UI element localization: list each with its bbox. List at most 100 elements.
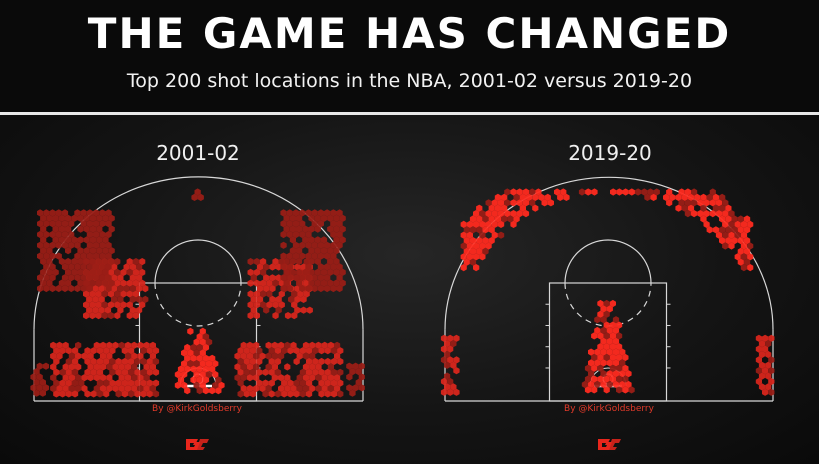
hexbin-shot-marker xyxy=(584,364,592,372)
hexbin-shot-marker xyxy=(101,301,108,309)
hexbin-shot-marker xyxy=(491,231,498,239)
header-banner: THE GAME HAS CHANGED Top 200 shot locati… xyxy=(0,0,819,112)
hexbin-shot-marker xyxy=(240,384,247,393)
hexbin-shot-marker xyxy=(336,263,343,271)
hexbin-shot-marker xyxy=(108,247,115,255)
hexbin-shot-marker xyxy=(330,241,337,249)
hexbin-shot-marker xyxy=(305,263,312,271)
hexbin-shot-marker xyxy=(314,247,321,255)
hexbin-shot-marker xyxy=(440,334,448,342)
hexbin-shot-marker xyxy=(184,343,191,352)
hexbin-shot-marker xyxy=(591,375,598,383)
hexbin-shot-marker xyxy=(103,390,110,398)
hexbin-shot-marker xyxy=(49,241,56,249)
hexbin-shot-marker xyxy=(306,306,313,314)
hexbin-shot-marker xyxy=(317,209,324,217)
hexbin-shot-marker xyxy=(709,188,716,196)
hexbin-shot-marker xyxy=(526,193,533,201)
hexbin-shot-marker xyxy=(190,376,197,384)
hexbin-shot-marker xyxy=(597,343,604,351)
hexbin-shot-marker xyxy=(666,188,673,196)
hexbin-shot-marker xyxy=(336,241,343,249)
hexbin-shot-marker xyxy=(606,359,613,367)
hexbin-shot-marker xyxy=(87,363,94,371)
hexbin-shot-marker xyxy=(234,363,241,371)
hexbin-shot-marker xyxy=(212,360,219,368)
hexbin-shot-marker xyxy=(126,301,133,309)
hexbin-shot-marker xyxy=(488,226,495,234)
hexbin-shot-marker xyxy=(306,379,313,387)
hexbin-shot-marker xyxy=(308,268,315,276)
hexbin-shot-marker xyxy=(89,247,97,255)
hexbin-shot-marker xyxy=(117,306,124,314)
hexbin-shot-marker xyxy=(43,274,50,282)
hexbin-shot-marker xyxy=(96,247,103,255)
hexbin-shot-marker xyxy=(494,193,502,201)
hexbin-shot-marker xyxy=(249,390,257,398)
hexbin-shot-marker xyxy=(336,220,343,228)
hexbin-shot-marker xyxy=(49,284,56,293)
hexbin-shot-marker xyxy=(283,257,290,266)
hexbin-shot-marker xyxy=(314,257,321,266)
hexbin-shot-marker xyxy=(476,204,483,212)
hexbin-shot-marker xyxy=(58,225,65,233)
hexbin-shot-marker xyxy=(287,390,294,398)
hexbin-shot-marker xyxy=(118,374,125,382)
hexbin-shot-marker xyxy=(600,326,607,335)
hexbin-shot-marker xyxy=(663,193,670,201)
hexbin-shot-marker xyxy=(53,357,60,366)
hexbin-shot-marker xyxy=(237,368,244,376)
hexbin-shot-marker xyxy=(71,368,79,376)
hexbin-shot-marker xyxy=(134,357,141,366)
hexbin-shot-marker xyxy=(114,268,121,276)
hexbin-shot-marker xyxy=(89,301,96,309)
hexbin-shot-marker xyxy=(504,188,511,196)
hexbin-shot-marker xyxy=(603,332,610,340)
hexbin-shot-marker xyxy=(65,225,72,233)
hexbin-shot-marker xyxy=(318,368,325,376)
hexbin-shot-marker xyxy=(320,214,328,222)
hexbin-shot-marker xyxy=(324,252,331,260)
hexbin-shot-marker xyxy=(83,279,90,287)
hexbin-shot-marker xyxy=(263,274,270,282)
hexbin-shot-marker xyxy=(309,384,316,393)
hexbin-shot-marker xyxy=(294,295,301,303)
hexbin-shot-marker xyxy=(77,247,84,255)
hexbin-shot-marker xyxy=(33,389,40,397)
hexbin-shot-marker xyxy=(700,215,707,223)
hexbin-shot-marker xyxy=(450,361,457,369)
hexbin-shot-marker xyxy=(209,365,216,373)
hexbin-shot-marker xyxy=(99,352,107,360)
hexbin-shot-marker xyxy=(725,237,732,245)
hexbin-shot-marker xyxy=(246,352,254,360)
hexbin-shot-marker xyxy=(697,199,704,207)
hexbin-shot-marker xyxy=(612,316,620,324)
hexbin-shot-marker xyxy=(61,284,69,293)
hexbin-shot-marker xyxy=(65,390,72,398)
hexbin-shot-marker xyxy=(152,347,160,355)
hexbin-shot-marker xyxy=(272,301,279,309)
hexbin-shot-marker xyxy=(139,258,146,266)
hexbin-shot-marker xyxy=(265,352,272,360)
hexbin-shot-marker xyxy=(118,363,125,371)
hexbin-shot-marker xyxy=(253,301,260,309)
hexbin-shot-marker xyxy=(128,368,135,376)
hexbin-shot-marker xyxy=(292,252,300,260)
hexbin-shot-marker xyxy=(105,274,112,282)
hexbin-shot-marker xyxy=(106,352,113,360)
hexbin-shot-marker xyxy=(39,378,46,386)
hexbin-shot-marker xyxy=(274,390,282,398)
hexbin-shot-marker xyxy=(691,199,698,207)
hexbin-shot-marker xyxy=(600,316,607,324)
hexbin-shot-marker xyxy=(181,360,188,368)
hexbin-shot-marker xyxy=(83,225,90,233)
hexbin-shot-marker xyxy=(96,268,103,276)
hexbin-shot-marker xyxy=(609,343,616,351)
hexbin-shot-marker xyxy=(684,199,691,207)
hexbin-shot-marker xyxy=(768,334,775,342)
hexbin-shot-marker xyxy=(722,231,729,239)
hexbin-shot-marker xyxy=(71,236,78,244)
hexbin-shot-marker xyxy=(494,215,502,223)
hexbin-shot-marker xyxy=(260,268,267,276)
hexbin-shot-marker xyxy=(337,390,344,398)
